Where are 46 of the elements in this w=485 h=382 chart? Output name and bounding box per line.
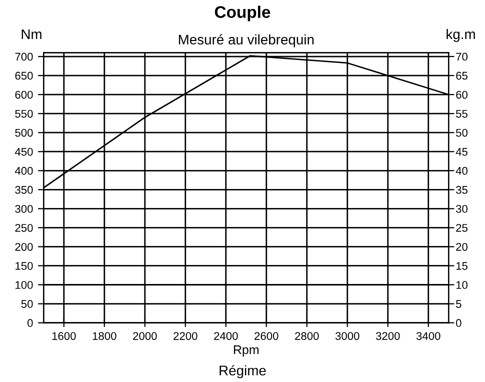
text: Régime	[220, 365, 266, 378]
y-tick-label: 0	[27, 319, 33, 327]
y-tick-label: 450	[14, 148, 33, 156]
y-tick-label: 250	[15, 224, 33, 232]
y-tick-label: 200	[15, 242, 33, 251]
y-tick-label: 400	[14, 166, 33, 175]
y-axis-title: Nm	[22, 29, 42, 40]
y2-tick-label: 5	[456, 300, 462, 308]
x-tick-label: 3000	[335, 332, 360, 340]
y2-tick-label: 45	[456, 148, 468, 156]
y-tick-label: 650	[15, 72, 33, 80]
x-tick-label: 2200	[174, 332, 198, 340]
y-tick-label: 50	[21, 300, 33, 308]
y-tick-label: 600	[15, 90, 33, 99]
y-tick-label: 550	[15, 110, 33, 118]
y2-tick-label: 60	[456, 90, 468, 99]
y2-tick-label: 55	[456, 110, 468, 118]
chart-title: Couple	[214, 6, 270, 22]
y2-tick-label: 70	[456, 52, 468, 61]
y2-tick-label: 10	[456, 281, 468, 289]
x-tick-label: 1800	[92, 332, 116, 340]
y-tick-label: 350	[15, 186, 33, 194]
y2-tick-label: 30	[456, 204, 468, 213]
x-tick-label: 2800	[295, 332, 319, 340]
x-tick-label: 2600	[254, 332, 278, 340]
x-tick-label: 3400	[416, 332, 440, 340]
y2-tick-label: 50	[456, 128, 468, 137]
y2-tick-label: 15	[456, 262, 468, 270]
y-tick-label: 150	[16, 262, 33, 270]
x-tick-label: 3200	[376, 332, 400, 340]
y2-tick-label: 25	[456, 224, 468, 232]
y-tick-label: 500	[15, 128, 33, 137]
x-tick-label: 2400	[214, 332, 238, 340]
y2-tick-label: 65	[456, 72, 468, 80]
y-tick-label: 700	[15, 52, 33, 61]
y2-tick-label: 40	[456, 166, 468, 175]
y2-axis-title: kg.m	[446, 28, 475, 42]
y2-tick-label: 0	[456, 319, 462, 327]
x-axis-title: Rpm	[234, 345, 259, 357]
y2-tick-label: 35	[456, 186, 468, 194]
x-tick-label: 1600	[52, 332, 76, 340]
y2-tick-label: 20	[456, 242, 468, 251]
x-tick-label: 2000	[133, 332, 157, 340]
y-tick-label: 100	[16, 281, 33, 289]
chart-subtitle: Mesuré au vilebrequin	[178, 34, 314, 48]
y-tick-label: 300	[15, 204, 33, 213]
